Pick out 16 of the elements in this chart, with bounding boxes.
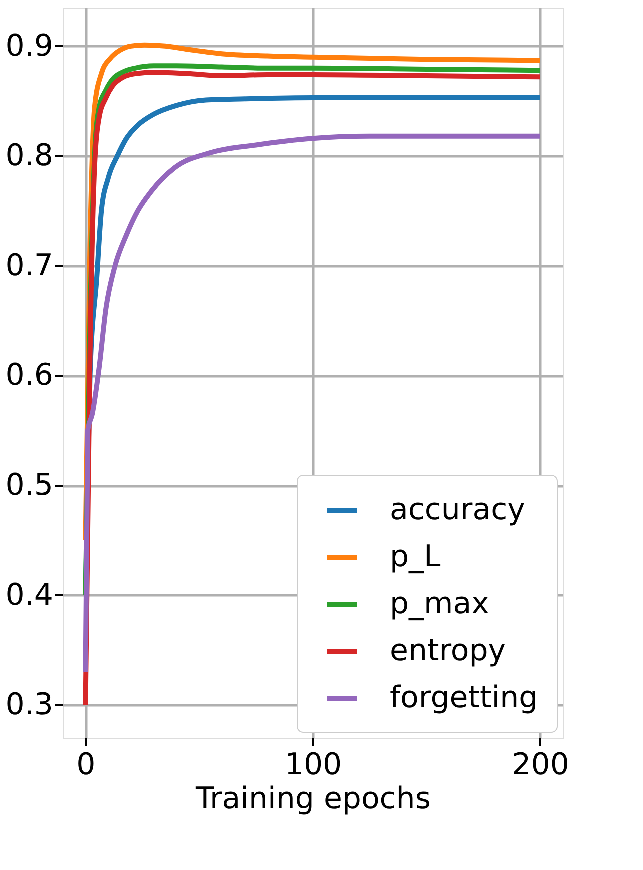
y-tick-label: 0.6 <box>6 358 54 394</box>
x-tick-label: 0 <box>76 748 96 782</box>
x-tick-label: 200 <box>512 748 570 782</box>
legend-label: forgetting <box>390 680 538 716</box>
x-tick-label: 100 <box>284 748 342 782</box>
y-tick-label: 0.4 <box>6 578 54 613</box>
legend-label: p_max <box>390 586 490 622</box>
legend-label: accuracy <box>390 492 526 528</box>
y-tick-label: 0.5 <box>6 468 54 504</box>
legend-label: entropy <box>390 634 506 668</box>
y-tick-label: 0.3 <box>6 688 54 723</box>
y-tick-label: 0.7 <box>6 248 54 284</box>
y-tick-label: 0.8 <box>6 138 54 174</box>
legend-label: p_L <box>390 540 442 574</box>
y-tick-label: 0.9 <box>6 28 54 64</box>
x-axis-title: Training epochs <box>195 782 431 816</box>
